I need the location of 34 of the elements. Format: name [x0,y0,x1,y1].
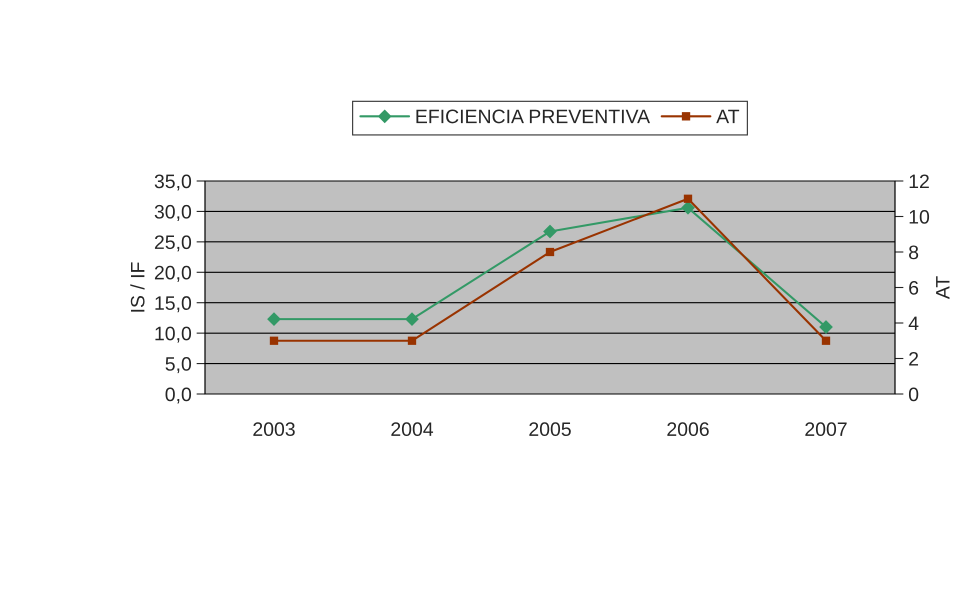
y-tick-label: 25,0 [154,235,192,252]
x-tick-label: 2005 [529,422,571,436]
y-tick-label: 5,0 [166,357,192,374]
point [408,336,416,345]
y-tick-label: 35,0 [154,174,192,191]
point [405,312,419,326]
point [822,336,830,345]
y2-tick-label: 2 [909,352,918,366]
point [543,224,557,238]
y-axis-title: IS / IF [130,262,145,312]
y-tick-label: 15,0 [155,296,192,312]
legend-label: AT [716,110,740,124]
point [819,320,833,334]
y2-tick-label: 6 [909,280,918,295]
y2-tick-label: 4 [908,316,918,330]
point [270,336,278,345]
y2-axis-title: AT [936,276,950,300]
y-tick-label: 30,0 [154,204,192,221]
y2-tick-label: 0 [908,387,918,402]
x-tick-label: 2007 [805,422,847,436]
x-tick-label: 2003 [253,422,295,436]
y-tick-label: 0,0 [166,387,192,404]
y2-tick-label: 10 [910,210,930,224]
point [546,248,554,256]
y2-tick-label: 8 [909,245,918,260]
point [267,312,281,326]
y2-tick-label: 12 [910,174,929,188]
y-tick-label: 20,0 [154,266,192,282]
x-tick-label: 2006 [667,422,709,436]
point [681,201,695,214]
x-tick-label: 2004 [391,422,434,436]
point [684,194,692,203]
y-tick-label: 10,0 [155,326,192,343]
legend-label: EFICIENCIA PREVENTIVA [416,110,650,124]
